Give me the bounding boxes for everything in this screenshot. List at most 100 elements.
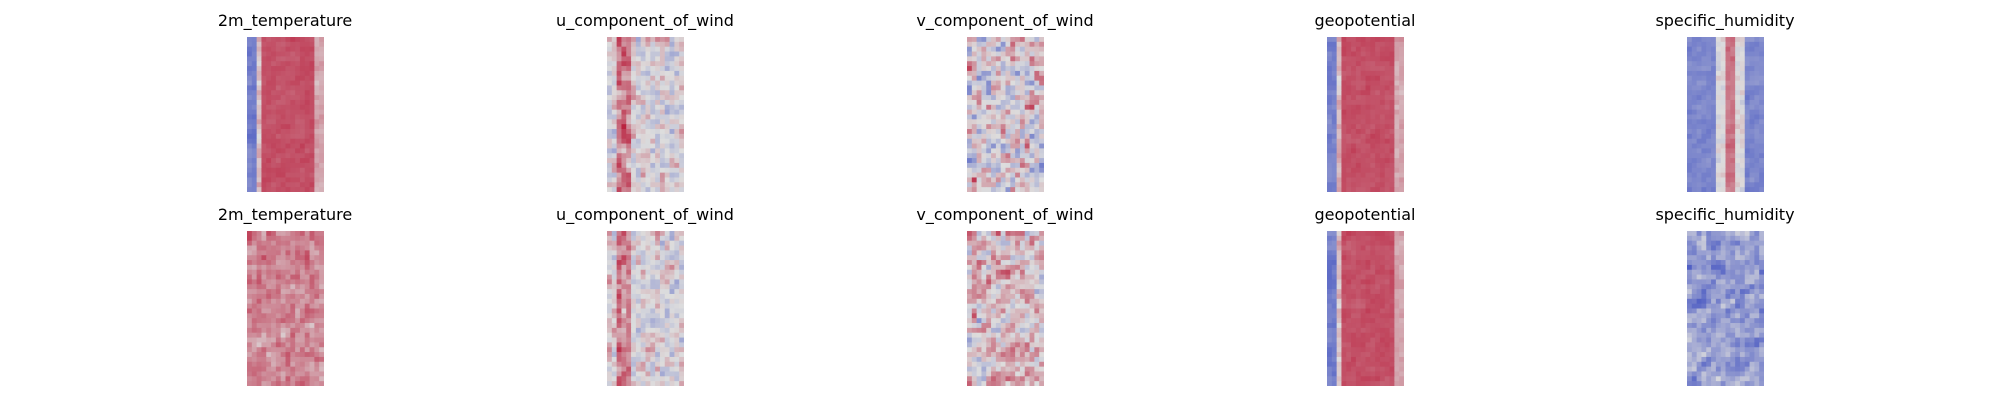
heatmap-cell bbox=[655, 298, 661, 305]
heatmap-cell bbox=[271, 250, 277, 256]
heatmap-cell bbox=[1701, 70, 1707, 77]
heatmap-cell bbox=[981, 245, 987, 251]
heatmap-cell bbox=[319, 274, 324, 280]
heatmap-cell bbox=[280, 313, 286, 319]
heatmap-cell bbox=[631, 167, 637, 174]
heatmap-cell bbox=[1715, 61, 1722, 67]
heatmap-cell bbox=[280, 347, 286, 353]
heatmap-cell bbox=[1725, 51, 1731, 57]
heatmap-cell bbox=[986, 99, 992, 106]
heatmap-cell bbox=[1735, 177, 1741, 183]
heatmap-cell bbox=[1384, 66, 1391, 72]
heatmap-cell bbox=[299, 371, 306, 377]
heatmap-cell bbox=[995, 109, 1002, 115]
heatmap-cell bbox=[645, 279, 651, 285]
heatmap-cell bbox=[1336, 70, 1342, 77]
heatmap-cell bbox=[611, 143, 618, 149]
heatmap-cell bbox=[669, 46, 675, 53]
heatmap-cell bbox=[251, 90, 258, 96]
heatmap-cell bbox=[669, 172, 675, 178]
heatmap-cell bbox=[1341, 104, 1347, 111]
heatmap-cell bbox=[1039, 303, 1044, 309]
heatmap-cell bbox=[1024, 70, 1031, 77]
heatmap-cell bbox=[971, 240, 978, 247]
heatmap-cell bbox=[640, 66, 646, 72]
heatmap-cell bbox=[1701, 235, 1707, 242]
heatmap-cell bbox=[1015, 323, 1021, 329]
heatmap-cell bbox=[650, 332, 656, 339]
heatmap-cell bbox=[1365, 61, 1371, 67]
heatmap-cell bbox=[611, 61, 618, 67]
heatmap-cell bbox=[295, 56, 301, 62]
heatmap-cell bbox=[1389, 284, 1395, 290]
heatmap-cell bbox=[1691, 129, 1698, 135]
heatmap-cell bbox=[616, 323, 622, 329]
heatmap-cell bbox=[1039, 337, 1044, 343]
heatmap-cell bbox=[1379, 284, 1386, 290]
heatmap-cell bbox=[1701, 298, 1707, 305]
heatmap-cell bbox=[1691, 114, 1698, 120]
heatmap-cell bbox=[626, 231, 632, 237]
heatmap-cell bbox=[607, 352, 613, 358]
heatmap-cell bbox=[611, 303, 618, 309]
heatmap-cell bbox=[669, 66, 675, 72]
heatmap-cell bbox=[674, 187, 680, 192]
heatmap-cell bbox=[659, 66, 666, 72]
heatmap-cell bbox=[1691, 327, 1698, 334]
heatmap-cell bbox=[1355, 332, 1362, 339]
heatmap-cell bbox=[299, 41, 306, 48]
heatmap-cell bbox=[295, 313, 301, 319]
heatmap-cell bbox=[1010, 104, 1016, 111]
heatmap-cell bbox=[645, 114, 651, 120]
heatmap-cell bbox=[1327, 279, 1333, 285]
heatmap-cell bbox=[981, 104, 987, 111]
heatmap-cell bbox=[261, 303, 267, 309]
heatmap-cell bbox=[1029, 318, 1035, 324]
heatmap-cell bbox=[309, 143, 315, 149]
heatmap-cell bbox=[285, 70, 291, 77]
heatmap-cell bbox=[1327, 148, 1333, 154]
heatmap-cell bbox=[1370, 46, 1376, 53]
heatmap-cell bbox=[1039, 172, 1044, 178]
heatmap-cell bbox=[1720, 255, 1726, 261]
heatmap-cell bbox=[616, 327, 622, 334]
heatmap-cell bbox=[1394, 264, 1400, 271]
heatmap-cell bbox=[976, 337, 982, 343]
heatmap-cell bbox=[1039, 143, 1044, 149]
heatmap-cell bbox=[1360, 371, 1366, 377]
heatmap-cell bbox=[304, 356, 311, 363]
heatmap-cell bbox=[986, 182, 992, 188]
heatmap-cell bbox=[271, 119, 277, 125]
heatmap-cell bbox=[631, 274, 637, 280]
heatmap-cell bbox=[1394, 240, 1400, 247]
heatmap-cell bbox=[1754, 61, 1760, 67]
heatmap-cell bbox=[1384, 240, 1391, 247]
heatmap-cell bbox=[275, 347, 282, 353]
heatmap-cell bbox=[1379, 235, 1386, 242]
heatmap-cell bbox=[679, 61, 684, 67]
heatmap-cell bbox=[304, 167, 311, 174]
heatmap-cell bbox=[645, 303, 651, 309]
heatmap-cell bbox=[650, 337, 656, 343]
heatmap-cell bbox=[1365, 51, 1371, 57]
heatmap-cell bbox=[635, 80, 642, 86]
heatmap-cell bbox=[1346, 133, 1352, 140]
heatmap-cell bbox=[1759, 177, 1764, 183]
heatmap-cell bbox=[290, 133, 296, 140]
heatmap-cell bbox=[631, 41, 637, 48]
heatmap-cell bbox=[1691, 66, 1698, 72]
heatmap-cell bbox=[1696, 119, 1702, 125]
heatmap-cell bbox=[607, 371, 613, 377]
heatmap-cell bbox=[1370, 352, 1376, 358]
heatmap-cell bbox=[1000, 41, 1006, 48]
heatmap-cell bbox=[1346, 95, 1352, 101]
heatmap-cell bbox=[659, 342, 666, 348]
heatmap-cell bbox=[304, 298, 311, 305]
heatmap-cell bbox=[1711, 318, 1717, 324]
heatmap-cell bbox=[275, 138, 282, 145]
heatmap-cell bbox=[674, 61, 680, 67]
heatmap-cell bbox=[1749, 245, 1755, 251]
heatmap-cell bbox=[247, 114, 253, 120]
heatmap-cell bbox=[1336, 332, 1342, 339]
heatmap-cell bbox=[1360, 90, 1366, 96]
